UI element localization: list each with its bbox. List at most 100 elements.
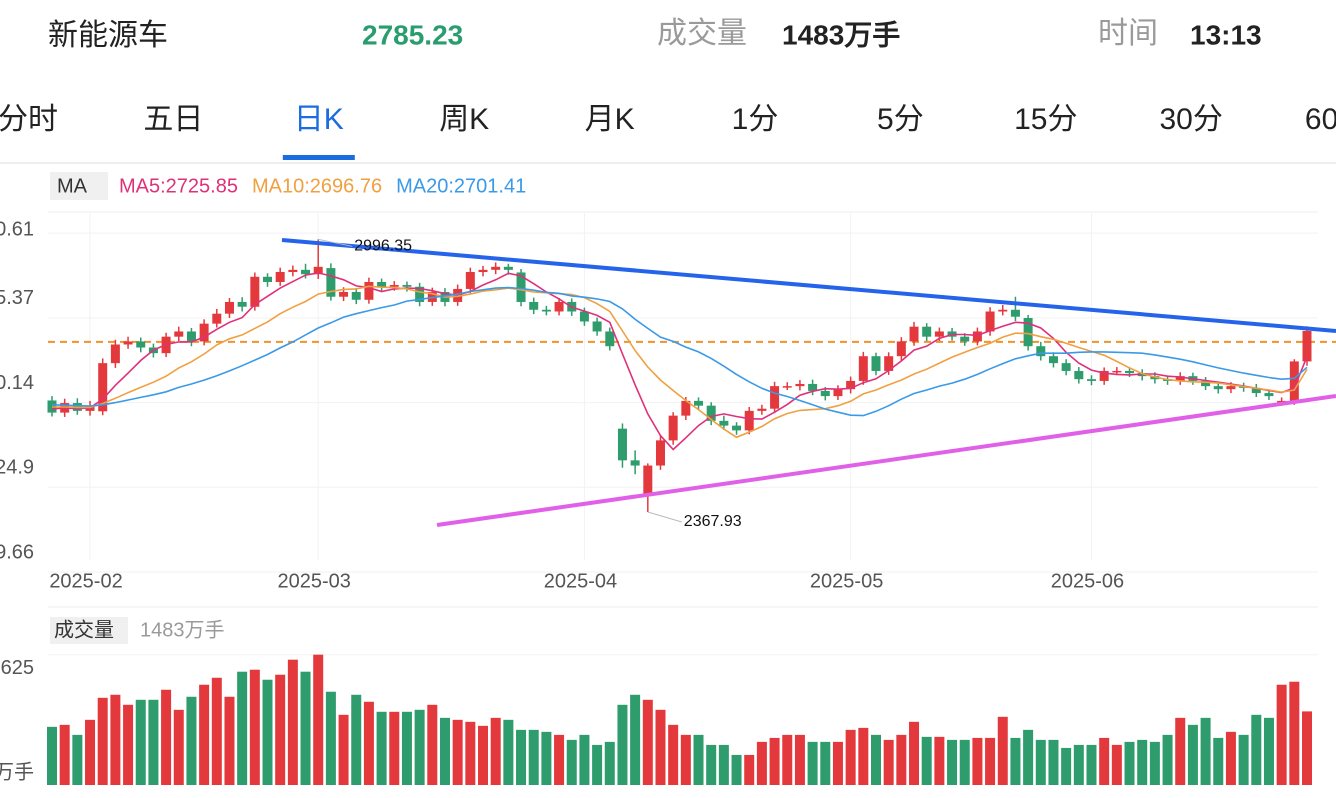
volume-bar xyxy=(744,754,755,785)
tab[interactable]: 五日 xyxy=(143,103,203,136)
candle-body xyxy=(186,331,196,342)
candle-body xyxy=(972,331,982,342)
candle-body xyxy=(389,285,399,287)
ma-line xyxy=(51,286,1308,417)
candle-body xyxy=(1213,386,1223,390)
volume-bar xyxy=(414,709,425,785)
candle-body xyxy=(1036,346,1046,357)
x-tick-label: 2025-03 xyxy=(278,570,351,592)
candle-body xyxy=(123,341,133,345)
y-tick-label: 2815.37 xyxy=(0,287,34,309)
candle-body xyxy=(364,281,374,300)
volume-bar xyxy=(921,736,932,785)
candle-body xyxy=(592,321,602,332)
volume-bar xyxy=(97,697,108,785)
candle-body xyxy=(98,363,108,412)
volume-bar xyxy=(1061,747,1072,785)
y-tick-label: 2229.66 xyxy=(0,541,34,563)
candle-body xyxy=(1277,400,1287,403)
volume-bar xyxy=(832,741,843,785)
volume-bar xyxy=(668,724,679,785)
candle-body xyxy=(846,380,856,390)
candle-body xyxy=(199,323,209,342)
volume-bar xyxy=(161,689,172,785)
candle-body xyxy=(1264,393,1274,397)
volume-bar xyxy=(389,711,400,785)
candle-body xyxy=(858,356,868,381)
candle-body xyxy=(1086,379,1096,381)
volume-bar xyxy=(1111,744,1122,785)
candle-body xyxy=(301,269,311,275)
volume-bar xyxy=(1023,729,1034,785)
candle-body xyxy=(617,428,627,461)
volume-bar xyxy=(528,729,539,785)
candle-body xyxy=(820,390,830,397)
candle-body xyxy=(1125,370,1135,374)
volume-bar xyxy=(490,717,501,785)
candle-body xyxy=(250,276,260,307)
volume-bar xyxy=(1010,737,1021,785)
candle-body xyxy=(681,400,691,416)
tab[interactable]: 30分 xyxy=(1160,103,1223,136)
candle-body xyxy=(1175,376,1185,381)
candle-body xyxy=(478,269,488,273)
tab[interactable]: 60分 xyxy=(1305,103,1336,136)
candle-body xyxy=(377,281,387,287)
trend-line xyxy=(436,394,1336,527)
volume-bar xyxy=(325,691,336,785)
candle-body xyxy=(808,383,818,391)
tab[interactable]: 15分 xyxy=(1014,103,1077,136)
x-tick-label: 2025-06 xyxy=(1051,570,1124,592)
tab[interactable]: 分时 xyxy=(0,103,58,136)
tab[interactable]: 日K xyxy=(294,103,344,136)
volume-bar xyxy=(1035,739,1046,785)
high-annotation: 2996.35 xyxy=(354,238,412,255)
volume-bar xyxy=(604,741,615,785)
volume-bar xyxy=(997,716,1008,785)
volume-label: 成交量 xyxy=(657,17,747,50)
tab[interactable]: 1分 xyxy=(732,103,779,136)
candle-body xyxy=(782,386,792,388)
volume-bar xyxy=(1149,741,1160,785)
volume-bar xyxy=(1200,717,1211,785)
y-tick-label: 2424.9 xyxy=(0,457,34,479)
candle-body xyxy=(605,331,615,347)
legend-entry: MA20:2701.41 xyxy=(396,175,526,197)
volume-bar xyxy=(237,671,248,785)
tab[interactable]: 周K xyxy=(439,103,489,136)
period-tabs: 分时 五日 日K 周K 月K 1分 5分 15分 30分 60分 xyxy=(0,103,1336,160)
candle-body xyxy=(1048,356,1058,364)
x-tick-label: 2025-05 xyxy=(810,570,883,592)
ma-line xyxy=(51,272,1308,451)
legend: MA5:2725.85 MA10:2696.76 MA20:2701.41 xyxy=(119,175,526,197)
volume-bar xyxy=(617,704,628,785)
volume-bar xyxy=(1213,737,1224,785)
volume-bar xyxy=(870,734,881,785)
candle-body xyxy=(1074,370,1084,380)
candle-body xyxy=(732,425,742,431)
volume-bar xyxy=(1302,711,1312,785)
candle-body xyxy=(668,415,678,441)
candle-body xyxy=(491,266,501,270)
candle-body xyxy=(1226,386,1236,390)
volume-bar xyxy=(148,699,159,785)
volume-bar xyxy=(47,726,57,785)
tab[interactable]: 5分 xyxy=(877,103,924,136)
tab[interactable]: 月K xyxy=(585,103,635,136)
volume-bar xyxy=(947,739,958,785)
candle-body xyxy=(516,272,526,302)
indicator-box xyxy=(50,172,108,200)
volume-bar xyxy=(820,741,831,785)
volume-bar xyxy=(706,744,717,785)
header: 新能源车 2785.23 成交量 1483万手 时间 13:13 xyxy=(48,17,1262,52)
volume-bar xyxy=(858,727,869,785)
volume-bar xyxy=(794,734,805,785)
volume-bar xyxy=(338,714,349,785)
candle-body xyxy=(998,309,1008,312)
candle-body xyxy=(1112,370,1122,373)
volume-bar xyxy=(363,701,374,785)
volume-bar xyxy=(630,694,641,785)
volume-bar xyxy=(1187,724,1198,785)
volume-bar xyxy=(85,719,96,785)
